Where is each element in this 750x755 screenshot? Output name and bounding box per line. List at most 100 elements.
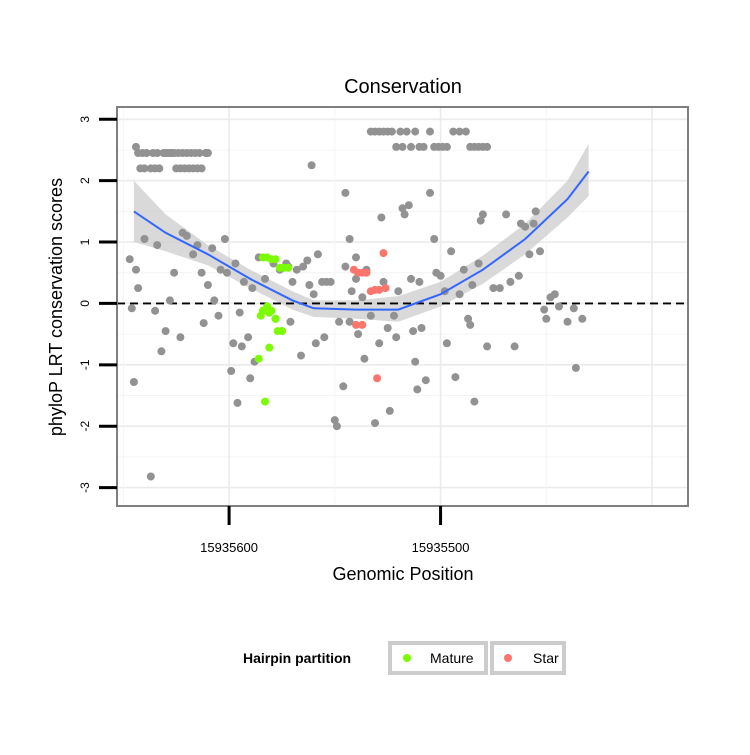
data-point-other <box>307 161 316 170</box>
data-point-other <box>208 244 217 253</box>
data-point-other <box>455 290 464 299</box>
data-point-other <box>442 142 451 151</box>
data-point-other <box>292 265 301 274</box>
data-point-other <box>396 127 405 136</box>
data-point-other <box>223 268 231 277</box>
data-point-other <box>220 235 229 243</box>
data-point-other <box>540 305 549 314</box>
data-point-other <box>132 265 140 274</box>
data-point-other <box>197 164 206 173</box>
data-point-other <box>411 357 420 366</box>
data-point-other <box>140 164 149 173</box>
data-points <box>125 127 587 481</box>
data-point-other <box>404 201 413 210</box>
data-point-other <box>125 255 134 264</box>
data-point-other <box>426 188 434 197</box>
data-point-other <box>387 127 396 136</box>
data-point-other <box>227 367 236 375</box>
data-point-other <box>555 302 563 311</box>
data-point-other <box>383 324 392 332</box>
data-point-other <box>305 281 314 289</box>
data-point-other <box>214 311 223 320</box>
x-tick-label: 15935500 <box>412 540 470 555</box>
x-tick-label: 15935600 <box>200 540 258 555</box>
data-point-other <box>417 324 426 332</box>
data-point-other <box>330 416 339 425</box>
data-point-other <box>407 274 415 283</box>
data-point-other <box>377 213 386 222</box>
data-point-other <box>489 284 498 293</box>
data-point-other <box>210 296 219 305</box>
data-point-other <box>176 333 185 342</box>
data-point-other <box>402 127 411 136</box>
data-point-other <box>569 304 578 313</box>
data-point-other <box>371 419 379 428</box>
data-point-other <box>248 284 257 293</box>
y-tick-label: 0 <box>78 300 92 307</box>
x-axis: 15935600 15935500 <box>200 506 470 555</box>
data-point-other <box>345 235 354 243</box>
data-point-other <box>155 164 164 173</box>
data-point-other <box>244 333 253 342</box>
data-point-other <box>231 259 240 268</box>
data-point-other <box>394 287 403 296</box>
data-point-star <box>373 374 382 383</box>
data-point-other <box>165 296 174 305</box>
data-point-other <box>398 142 407 151</box>
data-point-other <box>470 397 479 406</box>
data-point-other <box>153 149 162 157</box>
data-point-other <box>531 207 540 216</box>
data-point-mature <box>278 327 286 336</box>
data-point-other <box>297 351 305 360</box>
data-point-other <box>170 268 179 277</box>
y-axis: -3 -2 -1 0 1 2 3 <box>78 116 117 493</box>
data-point-other <box>464 314 473 323</box>
data-point-mature <box>267 306 276 315</box>
chart-title: Conservation <box>344 76 462 98</box>
data-point-other <box>400 210 409 219</box>
data-point-other <box>299 262 308 271</box>
data-point-mature <box>265 343 274 352</box>
data-point-other <box>536 247 544 256</box>
data-point-other <box>358 293 367 302</box>
data-point-other <box>239 277 248 286</box>
data-point-other <box>195 149 204 157</box>
smooth-line <box>133 170 590 311</box>
data-point-other <box>341 188 350 197</box>
data-point-other <box>345 317 354 326</box>
data-point-other <box>415 277 424 286</box>
data-point-other <box>303 256 312 265</box>
data-point-mature <box>271 255 280 264</box>
data-point-other <box>182 231 191 240</box>
data-point-other <box>288 277 297 286</box>
data-point-other <box>335 317 344 326</box>
data-point-other <box>237 342 246 351</box>
data-point-other <box>347 287 356 296</box>
data-point-other <box>313 250 322 259</box>
data-point-other <box>442 339 451 348</box>
data-point-other <box>127 304 136 313</box>
data-point-other <box>411 127 420 136</box>
data-point-other <box>495 284 504 293</box>
legend: Hairpin partition Mature Star <box>243 641 566 675</box>
data-point-other <box>352 253 360 262</box>
legend-label-mature: Mature <box>430 650 474 666</box>
data-point-other <box>132 142 140 151</box>
data-point-other <box>261 274 269 283</box>
data-point-star <box>358 320 367 329</box>
data-point-other <box>409 327 418 336</box>
data-point-other <box>360 354 369 363</box>
y-tick-label: -1 <box>78 359 92 370</box>
data-point-mature <box>284 263 293 272</box>
data-point-star <box>381 284 390 293</box>
data-point-other <box>153 241 162 250</box>
data-point-other <box>392 142 401 151</box>
data-point-other <box>502 210 511 219</box>
data-point-other <box>413 385 422 394</box>
data-point-other <box>339 382 348 391</box>
data-point-other <box>375 339 384 348</box>
data-point-mature <box>271 314 280 323</box>
data-point-other <box>455 127 464 136</box>
